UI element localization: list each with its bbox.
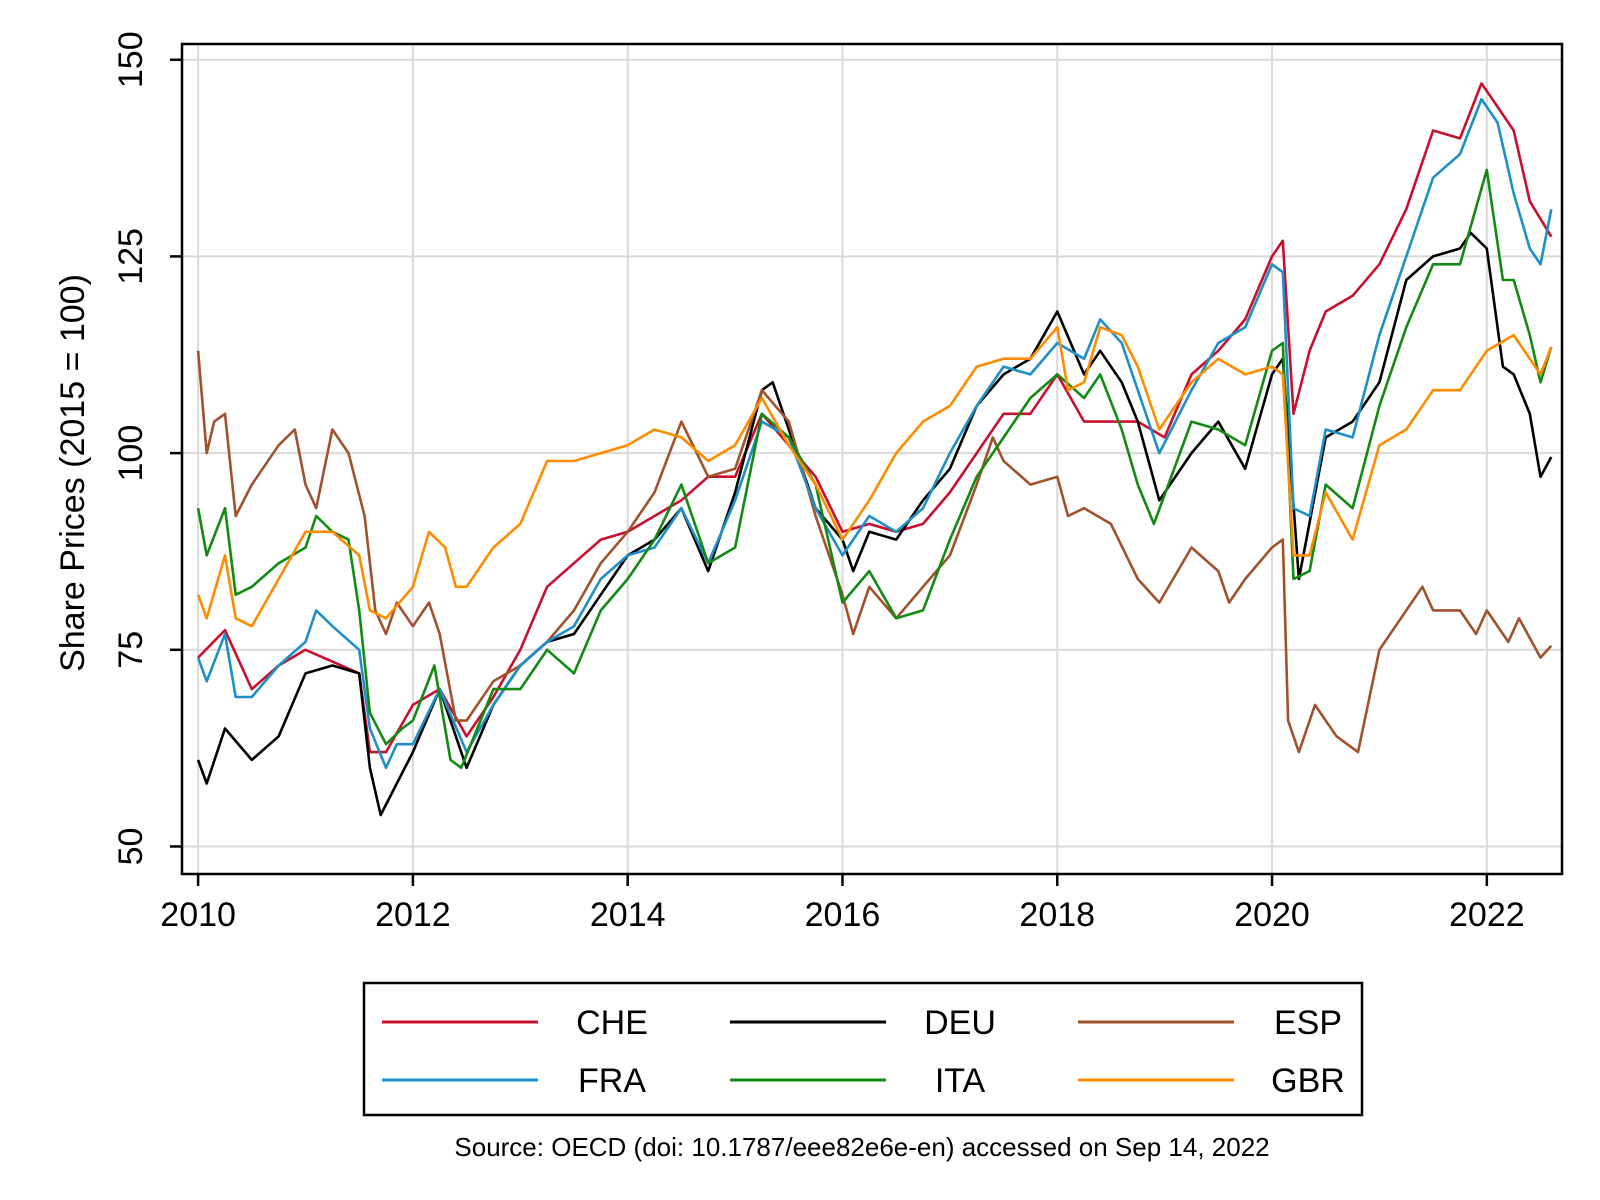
legend-label-esp: ESP	[1274, 1004, 1342, 1042]
legend-label-gbr: GBR	[1271, 1062, 1345, 1100]
y-tick-label: 100	[112, 425, 150, 482]
legend: CHE DEU ESP FRA ITA GBR	[362, 981, 1364, 1117]
series-line-deu	[196, 231, 1553, 817]
series-line-che	[197, 82, 1553, 754]
y-axis: 50 75 100 125 150	[112, 31, 182, 865]
x-tick-label: 2016	[805, 896, 881, 934]
legend-label-ita: ITA	[935, 1062, 986, 1100]
legend-label-che: CHE	[576, 1004, 648, 1042]
legend-label-fra: FRA	[578, 1062, 646, 1100]
source-note: Source: OECD (doi: 10.1787/eee82e6e-en) …	[454, 1132, 1269, 1162]
legend-box	[362, 981, 1364, 1117]
y-tick-label: 50	[112, 828, 150, 866]
legend-label-deu: DEU	[924, 1004, 996, 1042]
grid-lines	[182, 44, 1562, 874]
x-axis: 2010 2012 2014 2016 2018 2020 2022	[160, 874, 1525, 934]
y-axis-title: Share Prices (2015 = 100)	[54, 274, 92, 672]
x-tick-label: 2010	[160, 896, 236, 934]
x-tick-label: 2014	[590, 896, 666, 934]
series-lines	[196, 82, 1553, 817]
plot-frame	[180, 42, 1564, 876]
x-tick-label: 2022	[1449, 896, 1525, 934]
x-tick-label: 2020	[1234, 896, 1310, 934]
series-line-esp	[196, 350, 1553, 754]
y-tick-label: 125	[112, 228, 150, 285]
series-line-fra	[196, 97, 1553, 770]
series-line-gbr	[196, 325, 1553, 628]
series-line-ita	[196, 168, 1553, 770]
x-tick-label: 2012	[375, 896, 451, 934]
y-tick-label: 75	[112, 631, 150, 669]
x-tick-label: 2018	[1019, 896, 1095, 934]
y-tick-label: 150	[112, 31, 150, 88]
